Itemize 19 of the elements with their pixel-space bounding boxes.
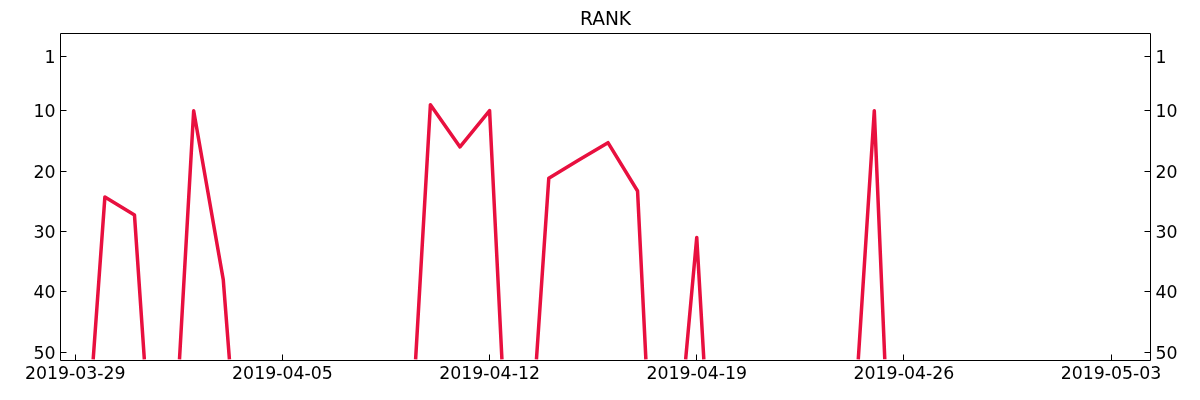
y-tick-label: 20 (33, 161, 56, 182)
y2-tick-label: 30 (1155, 221, 1178, 242)
y2-tick-label: 20 (1155, 161, 1178, 182)
y-tick-label: 40 (33, 282, 56, 303)
y2-tick-label: 40 (1155, 282, 1178, 303)
x-tick-label: 2019-03-29 (24, 362, 126, 383)
y-tick-label: 10 (33, 101, 56, 122)
y-tick-label: 1 (44, 46, 56, 67)
y-tick-label: 30 (33, 221, 56, 242)
x-tick-label: 2019-05-03 (1060, 362, 1162, 383)
y2-tick-label: 10 (1155, 101, 1178, 122)
x-tick-label: 2019-04-19 (646, 362, 748, 383)
x-tick-label: 2019-04-26 (853, 362, 955, 383)
x-tick-label: 2019-04-05 (232, 362, 333, 383)
chart-title: RANK (579, 7, 632, 29)
x-tick-label: 2019-04-12 (439, 362, 540, 383)
y-tick-label: 50 (33, 342, 56, 363)
y2-tick-label: 50 (1155, 342, 1178, 363)
y2-tick-label: 1 (1155, 46, 1167, 67)
